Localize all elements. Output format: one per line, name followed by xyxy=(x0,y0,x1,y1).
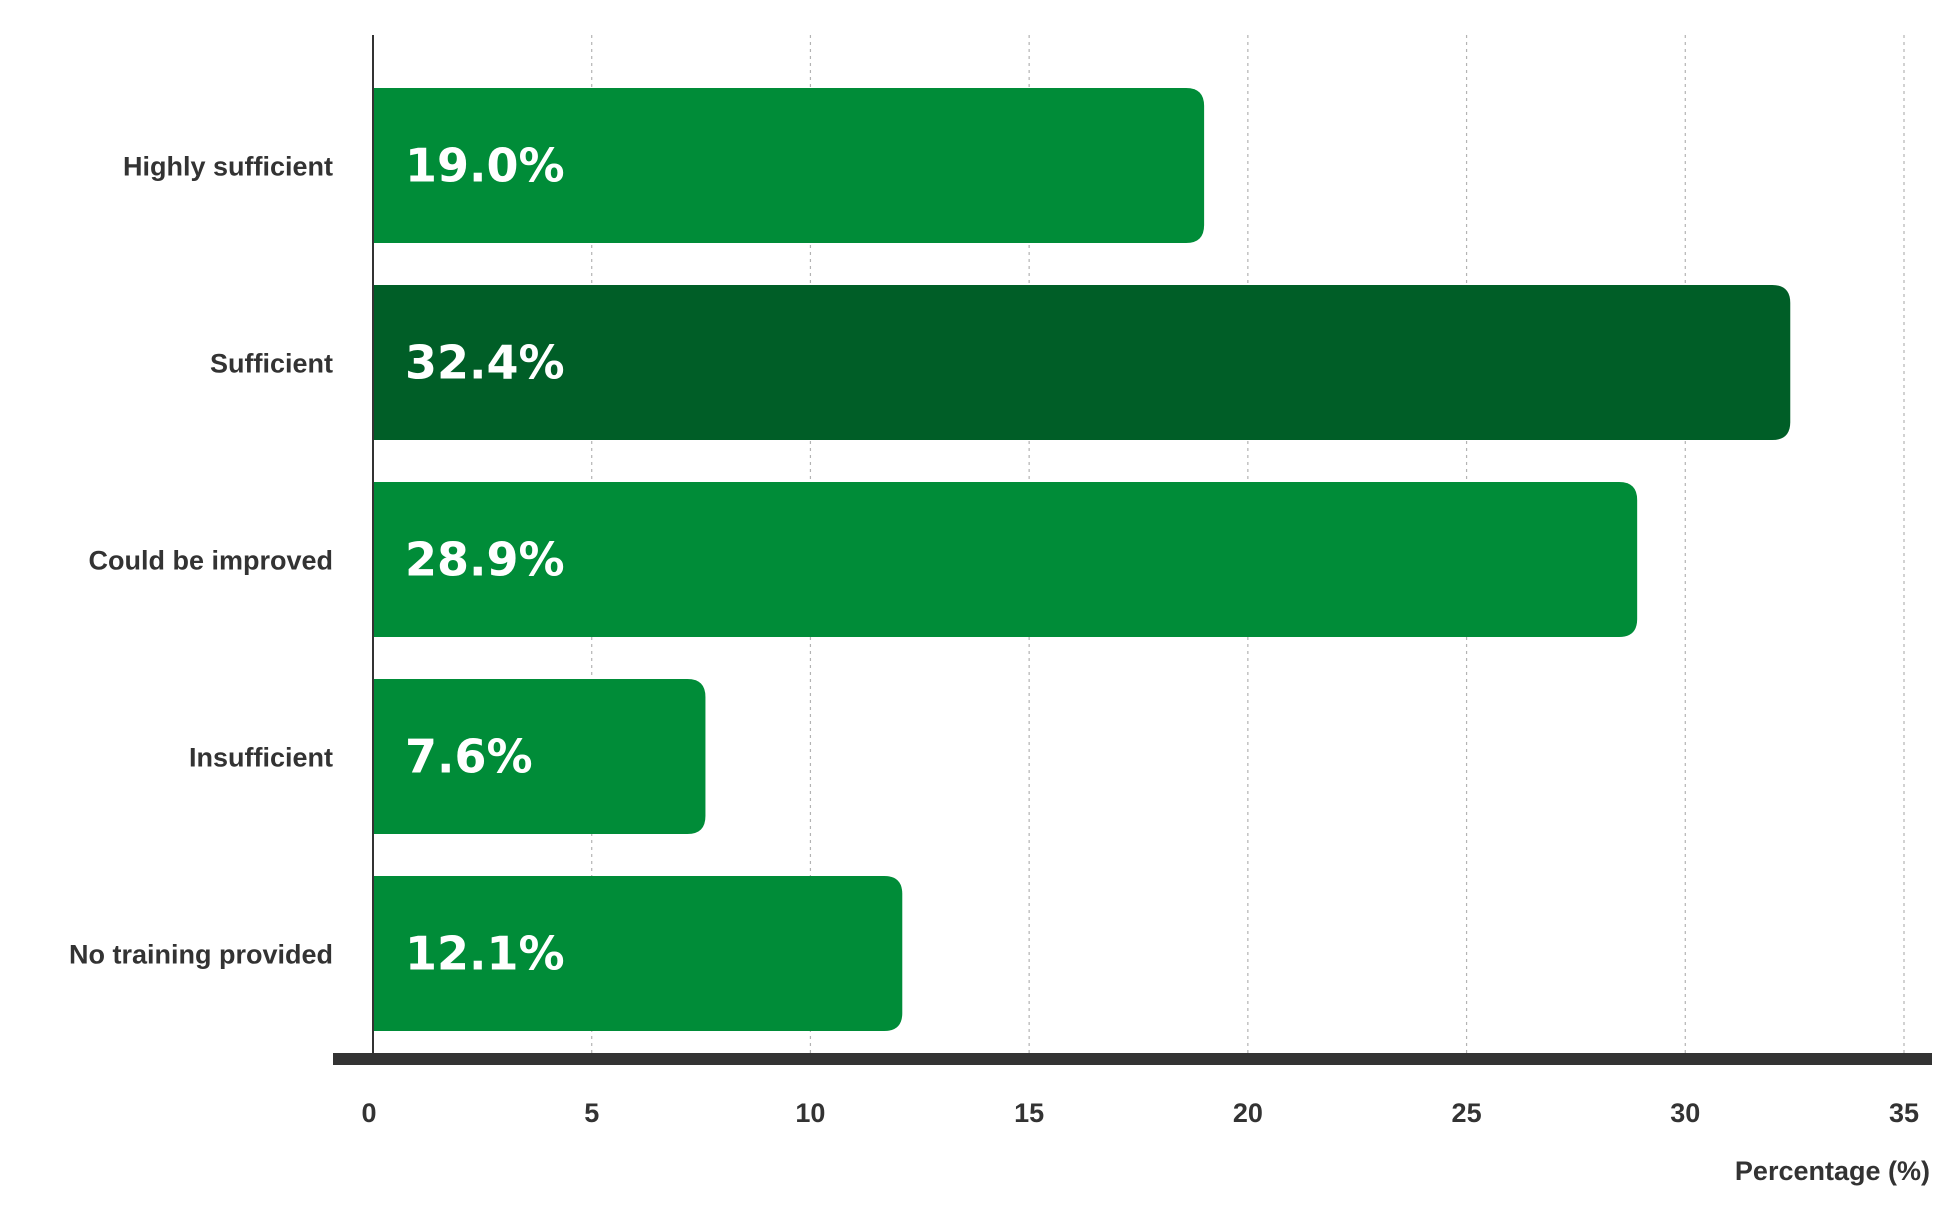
category-label: No training provided xyxy=(69,940,333,970)
data-label: 7.6% xyxy=(405,730,533,784)
data-label: 19.0% xyxy=(405,139,565,193)
bar-sufficient xyxy=(373,285,1791,440)
bar-highly-sufficient xyxy=(373,88,1205,243)
labels: 19.0% Highly sufficient 32.4% Sufficient 28.… xyxy=(69,139,1919,1129)
category-label: Sufficient xyxy=(210,349,333,379)
x-tick-label: 15 xyxy=(1014,1098,1044,1128)
x-tick-label: 0 xyxy=(361,1098,376,1128)
category-label: Insufficient xyxy=(189,743,333,773)
bar-could-be-improved xyxy=(373,482,1638,637)
bar-insufficient xyxy=(373,679,706,834)
x-axis-title: Percentage (%) xyxy=(1735,1156,1930,1186)
x-tick-label: 20 xyxy=(1233,1098,1263,1128)
data-label: 32.4% xyxy=(405,336,565,390)
bars xyxy=(373,88,1791,1031)
x-tick-label: 25 xyxy=(1452,1098,1482,1128)
bar-no-training-provided xyxy=(373,876,903,1031)
x-tick-label: 10 xyxy=(795,1098,825,1128)
axes xyxy=(333,35,1932,1065)
category-label: Highly sufficient xyxy=(123,152,333,182)
data-label: 28.9% xyxy=(405,533,565,587)
x-tick-label: 35 xyxy=(1889,1098,1919,1128)
category-label: Could be improved xyxy=(88,546,333,576)
data-label: 12.1% xyxy=(405,927,565,981)
x-tick-label: 5 xyxy=(584,1098,599,1128)
x-axis-line xyxy=(333,1053,1932,1065)
x-tick-label: 30 xyxy=(1670,1098,1700,1128)
